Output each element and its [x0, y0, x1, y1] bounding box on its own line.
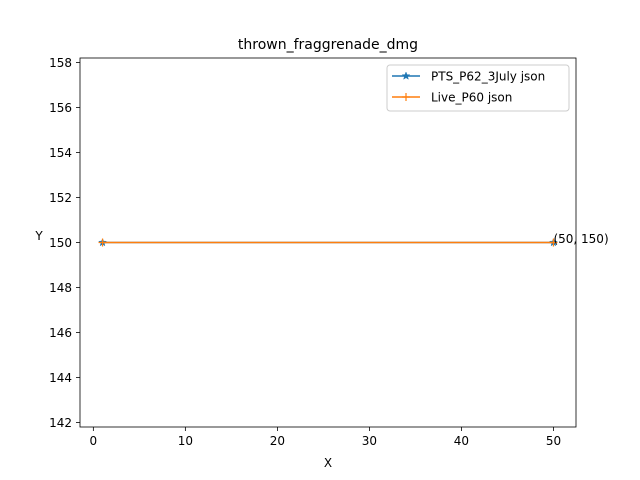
y-tick-label: 144: [49, 371, 72, 385]
y-tick-label: 148: [49, 281, 72, 295]
y-tick-label: 154: [49, 146, 72, 160]
x-tick-label: 20: [270, 434, 285, 448]
y-tick-label: 152: [49, 191, 72, 205]
x-tick-label: 0: [90, 434, 98, 448]
legend-marker: [401, 71, 411, 80]
plot-frame: [79, 57, 577, 428]
legend: PTS_P62_3July json Live_P60 json: [386, 64, 570, 112]
y-tick-label: 158: [49, 56, 72, 70]
x-tick-label: 10: [178, 434, 193, 448]
y-tick-label: 150: [49, 236, 72, 250]
x-tick-label: 30: [362, 434, 377, 448]
annotation: (50, 150): [553, 232, 608, 246]
y-tick-label: 156: [49, 101, 72, 115]
y-tick-label: 146: [49, 326, 72, 340]
chart-title: thrown_fraggrenade_dmg: [238, 37, 418, 53]
legend-box: [386, 64, 570, 112]
x-axis-label: X: [324, 456, 332, 470]
y-tick-label: 142: [49, 416, 72, 430]
x-tick-label: 40: [454, 434, 469, 448]
data-point: [98, 238, 107, 247]
legend-marker: [402, 93, 410, 101]
y-axis-label: Y: [34, 229, 43, 243]
legend-label: Live_P60 json: [431, 91, 512, 105]
plot-layer: 0 10 20 30 40 50 142 144 146 148 150 152 154 156 158 (5…: [49, 56, 609, 448]
data-point: [549, 238, 558, 247]
legend-label: PTS_P62_3July json: [431, 70, 545, 84]
x-tick-label: 50: [546, 434, 561, 448]
